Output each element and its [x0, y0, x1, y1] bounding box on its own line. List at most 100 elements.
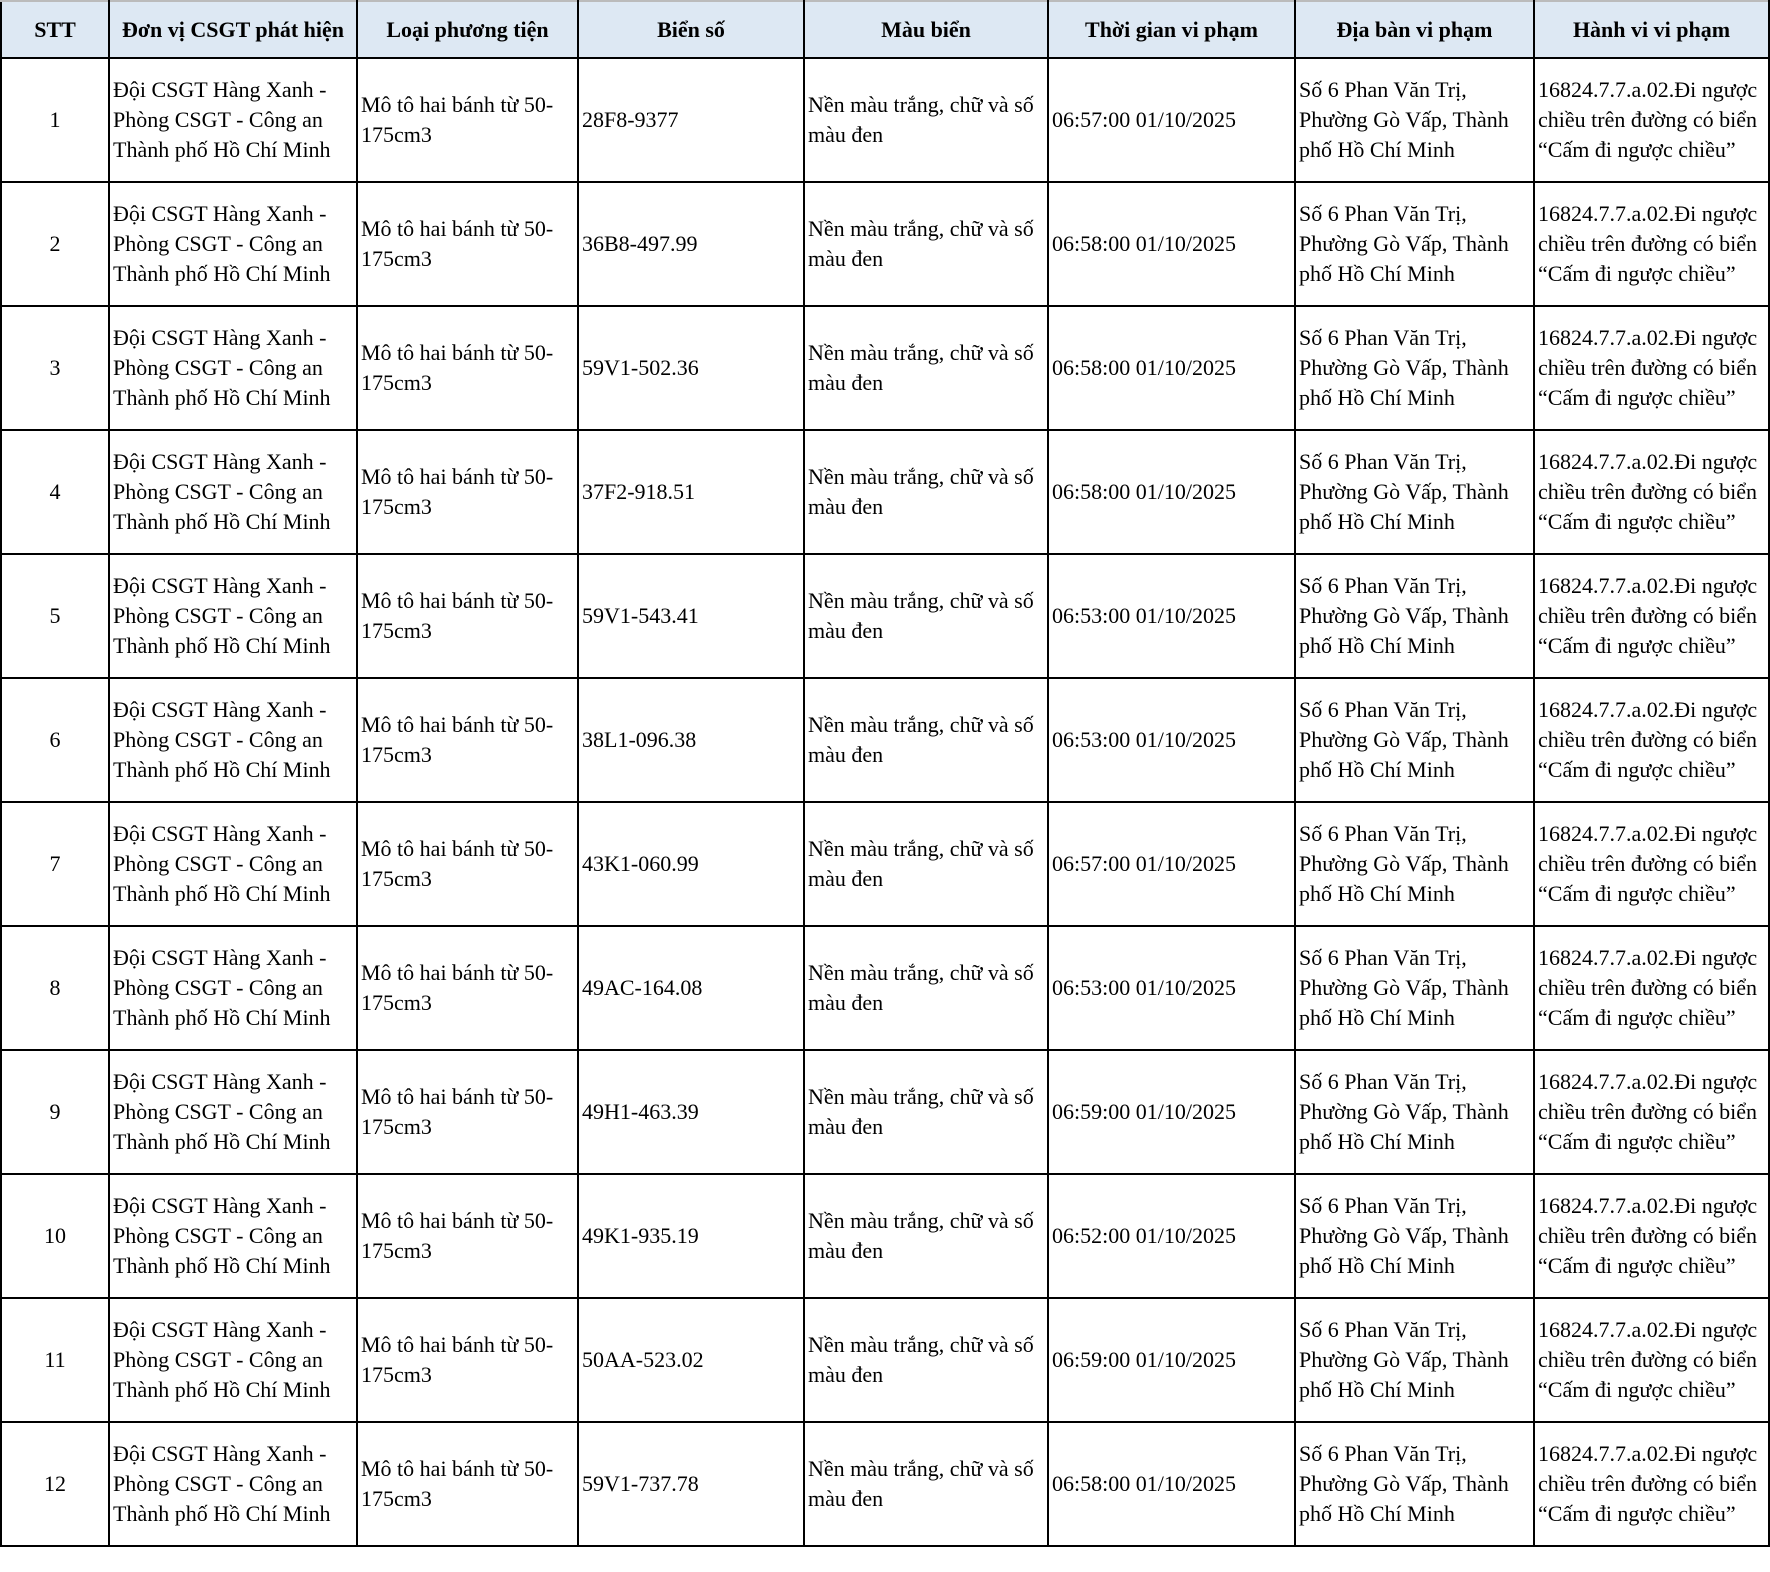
cell-vehicle: Mô tô hai bánh từ 50-175cm3: [356, 925, 579, 1051]
header-unit: Đơn vị CSGT phát hiện: [108, 0, 358, 59]
cell-stt: 3: [0, 305, 110, 431]
table-row: 5 Đội CSGT Hàng Xanh - Phòng CSGT - Công …: [0, 553, 1770, 679]
cell-stt: 11: [0, 1297, 110, 1423]
cell-plate: 59V1-737.78: [577, 1421, 805, 1547]
cell-plate-color: Nền màu trắng, chữ và số màu đen: [803, 1297, 1049, 1423]
cell-plate-color: Nền màu trắng, chữ và số màu đen: [803, 57, 1049, 183]
cell-violation: 16824.7.7.a.02.Đi ngược chiều trên đường…: [1533, 801, 1770, 927]
cell-time: 06:59:00 01/10/2025: [1047, 1049, 1296, 1175]
cell-time: 06:59:00 01/10/2025: [1047, 1297, 1296, 1423]
cell-vehicle: Mô tô hai bánh từ 50-175cm3: [356, 1297, 579, 1423]
cell-plate-color: Nền màu trắng, chữ và số màu đen: [803, 305, 1049, 431]
cell-violation: 16824.7.7.a.02.Đi ngược chiều trên đường…: [1533, 925, 1770, 1051]
cell-location: Số 6 Phan Văn Trị, Phường Gò Vấp, Thành …: [1294, 429, 1535, 555]
cell-stt: 10: [0, 1173, 110, 1299]
cell-plate-color: Nền màu trắng, chữ và số màu đen: [803, 553, 1049, 679]
cell-plate-color: Nền màu trắng, chữ và số màu đen: [803, 1049, 1049, 1175]
cell-violation: 16824.7.7.a.02.Đi ngược chiều trên đường…: [1533, 677, 1770, 803]
cell-unit: Đội CSGT Hàng Xanh - Phòng CSGT - Công a…: [108, 57, 358, 183]
cell-unit: Đội CSGT Hàng Xanh - Phòng CSGT - Công a…: [108, 181, 358, 307]
cell-stt: 5: [0, 553, 110, 679]
cell-plate-color: Nền màu trắng, chữ và số màu đen: [803, 801, 1049, 927]
header-row: STT Đơn vị CSGT phát hiện Loại phương ti…: [0, 0, 1770, 59]
cell-time: 06:58:00 01/10/2025: [1047, 181, 1296, 307]
cell-time: 06:58:00 01/10/2025: [1047, 305, 1296, 431]
cell-plate-color: Nền màu trắng, chữ và số màu đen: [803, 1173, 1049, 1299]
cell-location: Số 6 Phan Văn Trị, Phường Gò Vấp, Thành …: [1294, 181, 1535, 307]
cell-vehicle: Mô tô hai bánh từ 50-175cm3: [356, 1049, 579, 1175]
cell-vehicle: Mô tô hai bánh từ 50-175cm3: [356, 677, 579, 803]
cell-location: Số 6 Phan Văn Trị, Phường Gò Vấp, Thành …: [1294, 677, 1535, 803]
header-plate: Biển số: [577, 0, 805, 59]
header-vehicle: Loại phương tiện: [356, 0, 579, 59]
cell-plate-color: Nền màu trắng, chữ và số màu đen: [803, 181, 1049, 307]
cell-plate-color: Nền màu trắng, chữ và số màu đen: [803, 1421, 1049, 1547]
cell-unit: Đội CSGT Hàng Xanh - Phòng CSGT - Công a…: [108, 1173, 358, 1299]
cell-time: 06:58:00 01/10/2025: [1047, 429, 1296, 555]
header-location: Địa bàn vi phạm: [1294, 0, 1535, 59]
cell-time: 06:53:00 01/10/2025: [1047, 677, 1296, 803]
cell-violation: 16824.7.7.a.02.Đi ngược chiều trên đường…: [1533, 553, 1770, 679]
cell-unit: Đội CSGT Hàng Xanh - Phòng CSGT - Công a…: [108, 801, 358, 927]
cell-unit: Đội CSGT Hàng Xanh - Phòng CSGT - Công a…: [108, 1421, 358, 1547]
table-row: 2 Đội CSGT Hàng Xanh - Phòng CSGT - Công …: [0, 181, 1770, 307]
table-body: 1 Đội CSGT Hàng Xanh - Phòng CSGT - Công …: [0, 57, 1770, 1547]
header-plate-color: Màu biển: [803, 0, 1049, 59]
cell-violation: 16824.7.7.a.02.Đi ngược chiều trên đường…: [1533, 1421, 1770, 1547]
cell-stt: 8: [0, 925, 110, 1051]
cell-violation: 16824.7.7.a.02.Đi ngược chiều trên đường…: [1533, 1297, 1770, 1423]
cell-plate: 28F8-9377: [577, 57, 805, 183]
cell-location: Số 6 Phan Văn Trị, Phường Gò Vấp, Thành …: [1294, 305, 1535, 431]
cell-unit: Đội CSGT Hàng Xanh - Phòng CSGT - Công a…: [108, 677, 358, 803]
cell-unit: Đội CSGT Hàng Xanh - Phòng CSGT - Công a…: [108, 925, 358, 1051]
cell-time: 06:53:00 01/10/2025: [1047, 925, 1296, 1051]
cell-stt: 7: [0, 801, 110, 927]
cell-time: 06:57:00 01/10/2025: [1047, 57, 1296, 183]
cell-plate: 50AA-523.02: [577, 1297, 805, 1423]
cell-time: 06:58:00 01/10/2025: [1047, 1421, 1296, 1547]
header-time: Thời gian vi phạm: [1047, 0, 1296, 59]
header-violation: Hành vi vi phạm: [1533, 0, 1770, 59]
cell-violation: 16824.7.7.a.02.Đi ngược chiều trên đường…: [1533, 429, 1770, 555]
table-row: 10 Đội CSGT Hàng Xanh - Phòng CSGT - Công…: [0, 1173, 1770, 1299]
table-row: 4 Đội CSGT Hàng Xanh - Phòng CSGT - Công …: [0, 429, 1770, 555]
cell-location: Số 6 Phan Văn Trị, Phường Gò Vấp, Thành …: [1294, 1421, 1535, 1547]
cell-unit: Đội CSGT Hàng Xanh - Phòng CSGT - Công a…: [108, 305, 358, 431]
table-row: 6 Đội CSGT Hàng Xanh - Phòng CSGT - Công …: [0, 677, 1770, 803]
cell-violation: 16824.7.7.a.02.Đi ngược chiều trên đường…: [1533, 305, 1770, 431]
cell-location: Số 6 Phan Văn Trị, Phường Gò Vấp, Thành …: [1294, 925, 1535, 1051]
cell-location: Số 6 Phan Văn Trị, Phường Gò Vấp, Thành …: [1294, 1049, 1535, 1175]
cell-plate: 49K1-935.19: [577, 1173, 805, 1299]
table-row: 8 Đội CSGT Hàng Xanh - Phòng CSGT - Công …: [0, 925, 1770, 1051]
cell-stt: 4: [0, 429, 110, 555]
cell-time: 06:57:00 01/10/2025: [1047, 801, 1296, 927]
cell-vehicle: Mô tô hai bánh từ 50-175cm3: [356, 1173, 579, 1299]
cell-plate-color: Nền màu trắng, chữ và số màu đen: [803, 925, 1049, 1051]
cell-violation: 16824.7.7.a.02.Đi ngược chiều trên đường…: [1533, 1173, 1770, 1299]
cell-location: Số 6 Phan Văn Trị, Phường Gò Vấp, Thành …: [1294, 57, 1535, 183]
table-row: 7 Đội CSGT Hàng Xanh - Phòng CSGT - Công …: [0, 801, 1770, 927]
cell-plate: 49AC-164.08: [577, 925, 805, 1051]
cell-location: Số 6 Phan Văn Trị, Phường Gò Vấp, Thành …: [1294, 801, 1535, 927]
cell-vehicle: Mô tô hai bánh từ 50-175cm3: [356, 429, 579, 555]
cell-time: 06:53:00 01/10/2025: [1047, 553, 1296, 679]
cell-time: 06:52:00 01/10/2025: [1047, 1173, 1296, 1299]
cell-plate: 59V1-543.41: [577, 553, 805, 679]
cell-stt: 12: [0, 1421, 110, 1547]
cell-unit: Đội CSGT Hàng Xanh - Phòng CSGT - Công a…: [108, 429, 358, 555]
table-row: 11 Đội CSGT Hàng Xanh - Phòng CSGT - Công…: [0, 1297, 1770, 1423]
table-row: 9 Đội CSGT Hàng Xanh - Phòng CSGT - Công …: [0, 1049, 1770, 1175]
cell-vehicle: Mô tô hai bánh từ 50-175cm3: [356, 57, 579, 183]
cell-location: Số 6 Phan Văn Trị, Phường Gò Vấp, Thành …: [1294, 553, 1535, 679]
cell-plate: 43K1-060.99: [577, 801, 805, 927]
cell-violation: 16824.7.7.a.02.Đi ngược chiều trên đường…: [1533, 1049, 1770, 1175]
cell-plate-color: Nền màu trắng, chữ và số màu đen: [803, 429, 1049, 555]
cell-violation: 16824.7.7.a.02.Đi ngược chiều trên đường…: [1533, 181, 1770, 307]
cell-plate: 37F2-918.51: [577, 429, 805, 555]
table-row: 3 Đội CSGT Hàng Xanh - Phòng CSGT - Công …: [0, 305, 1770, 431]
header-stt: STT: [0, 0, 110, 59]
table-row: 1 Đội CSGT Hàng Xanh - Phòng CSGT - Công …: [0, 57, 1770, 183]
cell-unit: Đội CSGT Hàng Xanh - Phòng CSGT - Công a…: [108, 553, 358, 679]
cell-plate: 38L1-096.38: [577, 677, 805, 803]
